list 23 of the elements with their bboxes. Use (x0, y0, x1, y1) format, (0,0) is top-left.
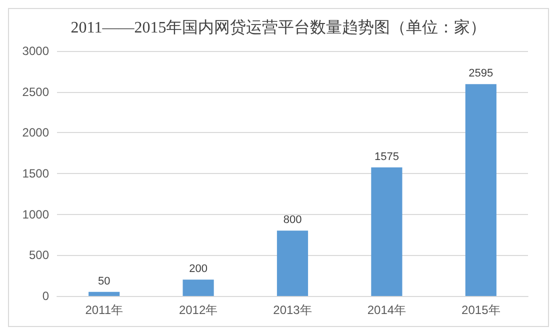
y-tick-label: 500 (28, 248, 50, 262)
bar (276, 230, 308, 296)
x-tick-label: 2013年 (273, 303, 312, 317)
y-tick-label: 3000 (22, 44, 50, 58)
data-label: 200 (189, 263, 208, 276)
x-tick-label: 2015年 (462, 303, 500, 317)
data-label: 2595 (468, 68, 494, 80)
y-tick-label: 2000 (22, 126, 50, 140)
x-tick-label: 2014年 (367, 303, 406, 317)
bar (88, 292, 120, 296)
y-tick-label: 1500 (22, 166, 50, 180)
data-label: 1575 (374, 150, 399, 163)
bar (465, 84, 496, 296)
y-tick-label: 2500 (22, 84, 50, 99)
x-tick-label: 2012年 (178, 303, 218, 317)
chart-title: 2011——2015年国内网贷运营平台数量趋势图（单位：家） (70, 18, 486, 36)
data-label: 800 (283, 214, 302, 226)
bar (182, 280, 214, 296)
y-tick-label: 0 (42, 289, 50, 303)
data-label: 50 (98, 275, 110, 288)
x-tick-label: 2011年 (85, 303, 124, 317)
bar (371, 167, 402, 296)
y-tick-label: 1000 (22, 207, 50, 222)
